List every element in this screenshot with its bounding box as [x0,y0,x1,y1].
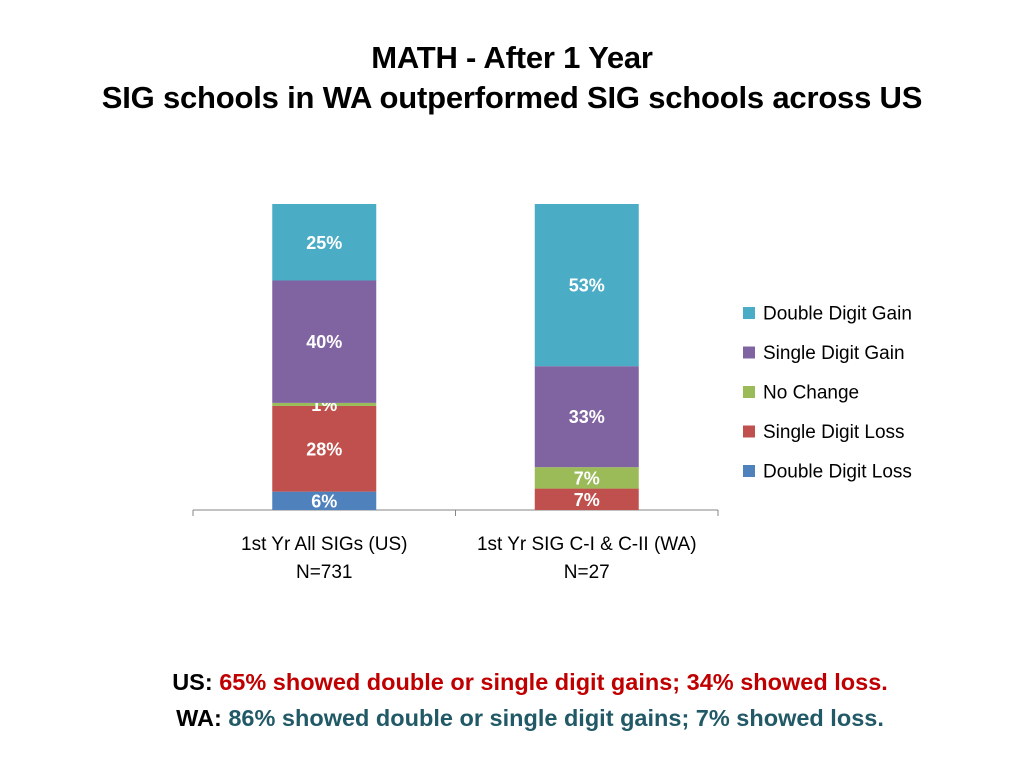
legend-label: Double Digit Gain [763,304,912,325]
bar-segment [534,204,639,367]
title-line-2: SIG schools in WA outperformed SIG schoo… [101,80,923,115]
slide-title: MATH - After 1 Year SIG schools in WA ou… [0,38,1024,118]
data-label: 25% [306,233,342,253]
legend-label: No Change [763,383,859,404]
legend-label: Single Digit Gain [763,343,905,364]
data-label: 53% [569,276,605,296]
us-summary: 65% showed double or single digit gains;… [219,669,888,695]
summary-us-line: US: 65% showed double or single digit ga… [0,664,1024,700]
wa-label: WA: [176,705,222,731]
legend-swatch [743,307,755,319]
data-label: 40% [306,332,342,352]
category-label: 1st Yr All SIGs (US) [241,534,407,555]
category-sample-size: N=731 [296,562,353,583]
summary-text: US: 65% showed double or single digit ga… [0,664,1024,736]
summary-wa-line: WA: 86% showed double or single digit ga… [0,700,1024,736]
legend-swatch [743,346,755,359]
legend-swatch [743,386,755,398]
bar-segment [272,204,377,281]
us-label: US: [172,669,213,695]
legend-swatch [743,465,755,477]
legend-label: Single Digit Loss [763,422,905,443]
bar-segment [272,402,377,406]
data-label: 28% [306,439,342,459]
bar-segment [534,366,639,468]
data-label: 33% [569,407,605,427]
legend-label: Double Digit Loss [763,462,912,483]
title-line-1: MATH - After 1 Year [371,40,653,75]
bar-segment [272,491,377,510]
bar-segment [534,488,639,510]
wa-summary: 86% showed double or single digit gains;… [228,705,884,731]
category-label: 1st Yr SIG C-I & C-II (WA) [477,534,697,555]
data-label: 7% [574,490,600,510]
bar-segment [534,467,639,489]
category-sample-size: N=27 [564,562,610,583]
bar-segment [272,280,377,403]
data-label: 7% [574,468,600,488]
data-label: 6% [311,491,337,511]
legend-swatch [743,425,755,438]
bar-segment [272,405,377,492]
